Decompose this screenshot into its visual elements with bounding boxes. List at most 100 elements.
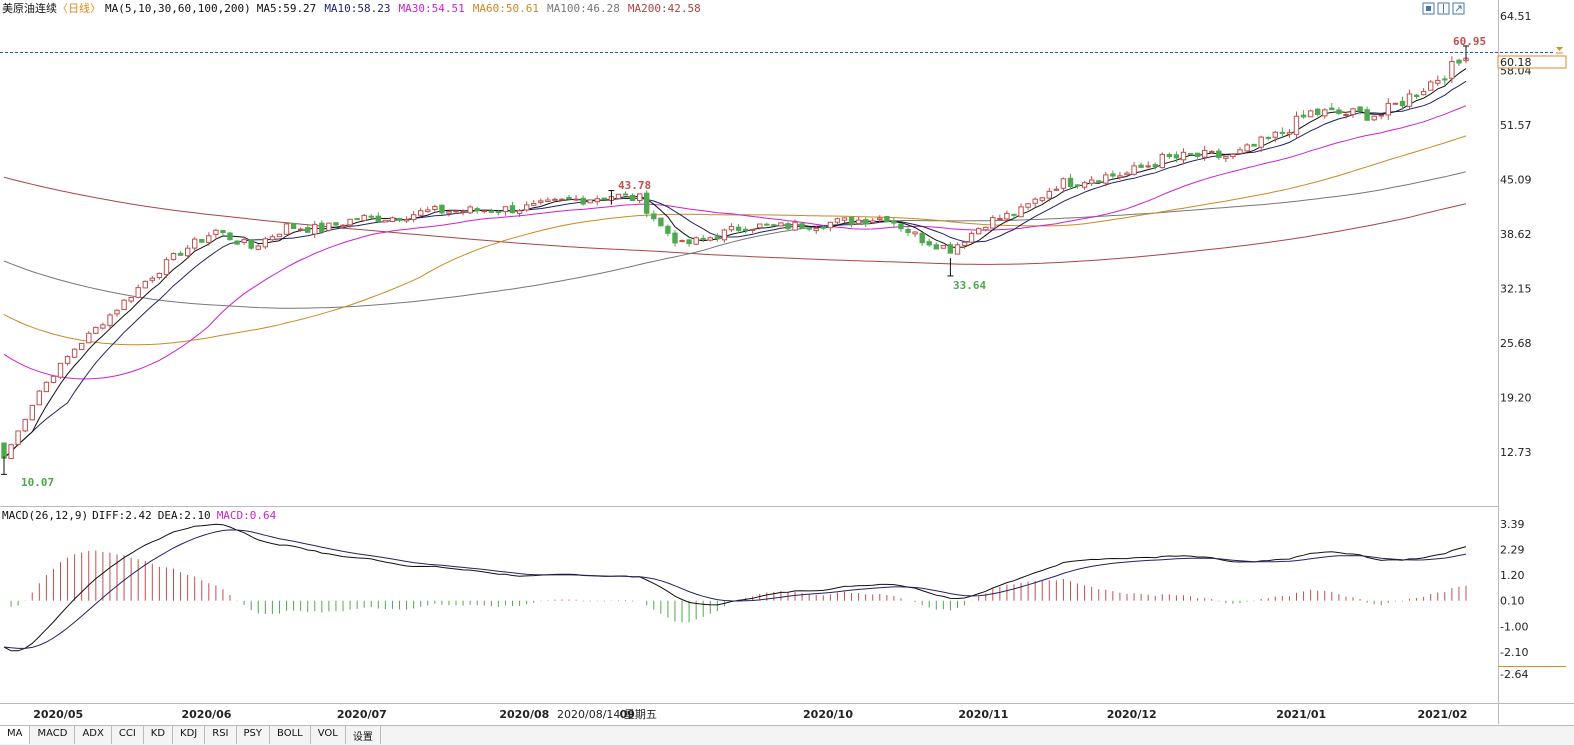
candle-up	[121, 299, 127, 311]
dea-line	[3, 529, 1467, 649]
candle-up	[86, 332, 92, 344]
candle-up	[750, 228, 756, 231]
candle-up	[1124, 172, 1130, 176]
tab-boll[interactable]: BOLL	[270, 726, 311, 744]
candle-down	[396, 217, 403, 221]
current-price-arrow-icon[interactable]	[1556, 47, 1563, 51]
tab-ma[interactable]: MA	[0, 726, 31, 744]
ma-params: MA(5,10,30,60,100,200)	[105, 2, 251, 15]
candle-up	[1089, 179, 1095, 184]
low-label: 10.07	[21, 476, 54, 489]
current-price-label: 60.18	[1500, 56, 1532, 69]
candle-down	[785, 223, 791, 230]
tab-vol[interactable]: VOL	[311, 726, 346, 744]
candle-down	[439, 204, 445, 214]
candle-up	[877, 217, 883, 221]
candle-up	[156, 272, 163, 278]
candle-up	[163, 259, 170, 276]
window-icon-inner	[1426, 6, 1431, 11]
candle-up	[1392, 102, 1399, 105]
candle-up	[502, 206, 509, 213]
candle-down	[1336, 109, 1342, 114]
candle-up	[1378, 114, 1384, 117]
candle-up	[545, 199, 551, 202]
candle-down	[884, 216, 890, 223]
candle-down	[806, 227, 812, 230]
candle-up	[1350, 108, 1356, 115]
candle-down	[1, 442, 7, 459]
tab-kdj[interactable]: KDJ	[173, 726, 206, 744]
candle-up	[1025, 203, 1031, 208]
candle-up	[142, 280, 149, 289]
candle-up	[792, 221, 798, 231]
ma30-label: MA30:54.51	[399, 2, 465, 15]
candle-up	[57, 362, 64, 378]
candle-down	[1110, 173, 1116, 177]
candle-down	[1216, 150, 1222, 158]
candle-up	[326, 222, 332, 231]
layout-icons[interactable]	[1422, 2, 1465, 15]
candle-down	[848, 216, 855, 225]
tab-kd[interactable]: KD	[144, 726, 174, 744]
candle-up	[425, 209, 431, 213]
price-tick-label: 12.73	[1500, 446, 1532, 459]
macd-bottom-label: -2.64	[1500, 668, 1528, 681]
tab-psy[interactable]: PSY	[237, 726, 271, 744]
candle-down	[1251, 143, 1257, 147]
candle-down	[375, 215, 382, 222]
candle-up	[721, 229, 728, 241]
candle-up	[298, 228, 304, 231]
candle-up	[1081, 182, 1088, 188]
candle-up	[778, 222, 784, 227]
candle-up	[467, 206, 473, 214]
tab-cci[interactable]: CCI	[112, 726, 144, 744]
x-tick-label: 2021/01	[1276, 708, 1326, 721]
candle-down	[1300, 114, 1307, 118]
expand-icon-arrow	[1455, 5, 1462, 12]
price-tick-label: 38.62	[1500, 228, 1532, 241]
candle-up	[170, 253, 177, 260]
candle-up	[43, 381, 50, 393]
tab-设置[interactable]: 设置	[346, 726, 381, 744]
candle-down	[658, 217, 664, 227]
candle-down	[319, 222, 325, 233]
candle-up	[361, 214, 367, 221]
candle-down	[820, 226, 826, 229]
ma100-label: MA100:46.28	[547, 2, 620, 15]
candle-down	[290, 223, 297, 230]
candle-up	[1046, 190, 1052, 199]
price-tick-label: 25.68	[1500, 337, 1532, 350]
ma200-line	[3, 176, 1467, 265]
dea-label: DEA:2.10	[158, 509, 211, 522]
candle-up	[71, 348, 78, 358]
candle-up	[1053, 188, 1060, 191]
candle-down	[1011, 213, 1017, 216]
tab-adx[interactable]: ADX	[75, 726, 112, 744]
candle-up	[432, 206, 438, 210]
candle-up	[855, 219, 862, 225]
chart-canvas[interactable]: 美原油连续〈日线〉 MA(5,10,30,60,100,200) MA5:59.27…	[0, 0, 1574, 724]
candle-down	[227, 232, 233, 241]
candle-up	[1286, 132, 1293, 135]
candle-up	[912, 231, 918, 235]
tab-macd[interactable]: MACD	[30, 726, 76, 744]
tab-rsi[interactable]: RSI	[205, 726, 237, 744]
x-tick-label: 2021/02	[1417, 708, 1467, 721]
ma60-line	[3, 135, 1467, 346]
candle-up	[990, 217, 996, 229]
peak-label: 43.78	[618, 179, 651, 192]
candle-up	[693, 237, 699, 245]
candle-up	[1018, 206, 1024, 218]
candle-up	[1223, 156, 1229, 159]
candle-up	[1145, 165, 1151, 168]
x-tick-label: 2020/11	[958, 708, 1008, 721]
macd-tick-label: -2.10	[1500, 646, 1528, 659]
x-tick-label: 2020/12	[1107, 708, 1157, 721]
candle-up	[403, 219, 410, 222]
candle-down	[622, 193, 629, 196]
candle-down	[651, 213, 657, 220]
diff-label: DIFF:2.42	[92, 509, 152, 522]
candle-up	[29, 404, 36, 421]
candle-up	[460, 210, 466, 213]
candle-up	[615, 193, 622, 199]
